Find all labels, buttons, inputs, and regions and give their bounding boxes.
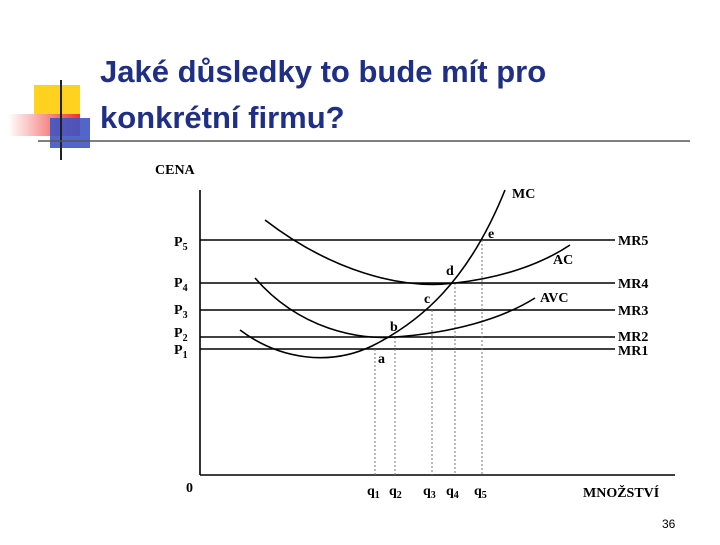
point-label: b xyxy=(390,320,398,335)
y-axis-label: CENA xyxy=(155,163,196,178)
mr-label: MR4 xyxy=(618,277,648,292)
mr-label: MR2 xyxy=(618,330,648,345)
price-label: P4 xyxy=(174,276,188,294)
q-label: q2 xyxy=(389,484,402,501)
mr-label: MR5 xyxy=(618,234,648,249)
point-label: d xyxy=(446,264,454,279)
curve-label: AC xyxy=(553,253,573,268)
title-line: Jaké důsledky to bude mít pro xyxy=(100,54,546,89)
q-label: q4 xyxy=(446,484,459,501)
curve-label: MC xyxy=(512,187,535,202)
point-label: c xyxy=(424,292,430,307)
price-label: P3 xyxy=(174,303,188,321)
q-label: q5 xyxy=(474,484,487,501)
title-line: konkrétní firmu? xyxy=(100,100,345,135)
avc-curve xyxy=(254,277,536,339)
ac-curve xyxy=(264,219,571,286)
origin-label: 0 xyxy=(186,481,193,496)
curve-label: AVC xyxy=(540,291,569,306)
q-label: q1 xyxy=(367,484,380,501)
x-axis-label: MNOŽSTVÍ xyxy=(583,484,659,501)
slide-number: 36 xyxy=(662,517,676,531)
price-label: P5 xyxy=(174,235,188,253)
decor-blue xyxy=(50,118,90,148)
point-label: e xyxy=(488,227,494,242)
q-label: q3 xyxy=(423,484,436,501)
mc-curve xyxy=(239,189,506,359)
price-label: P2 xyxy=(174,326,188,344)
point-label: a xyxy=(378,352,385,367)
mr-label: MR3 xyxy=(618,304,648,319)
mr-label: MR1 xyxy=(618,344,648,359)
diagram: CENA MNOŽSTVÍ 0 P5 P4 P3 P2 P1 MR5 MR4 M… xyxy=(155,163,675,501)
price-label: P1 xyxy=(174,343,188,361)
